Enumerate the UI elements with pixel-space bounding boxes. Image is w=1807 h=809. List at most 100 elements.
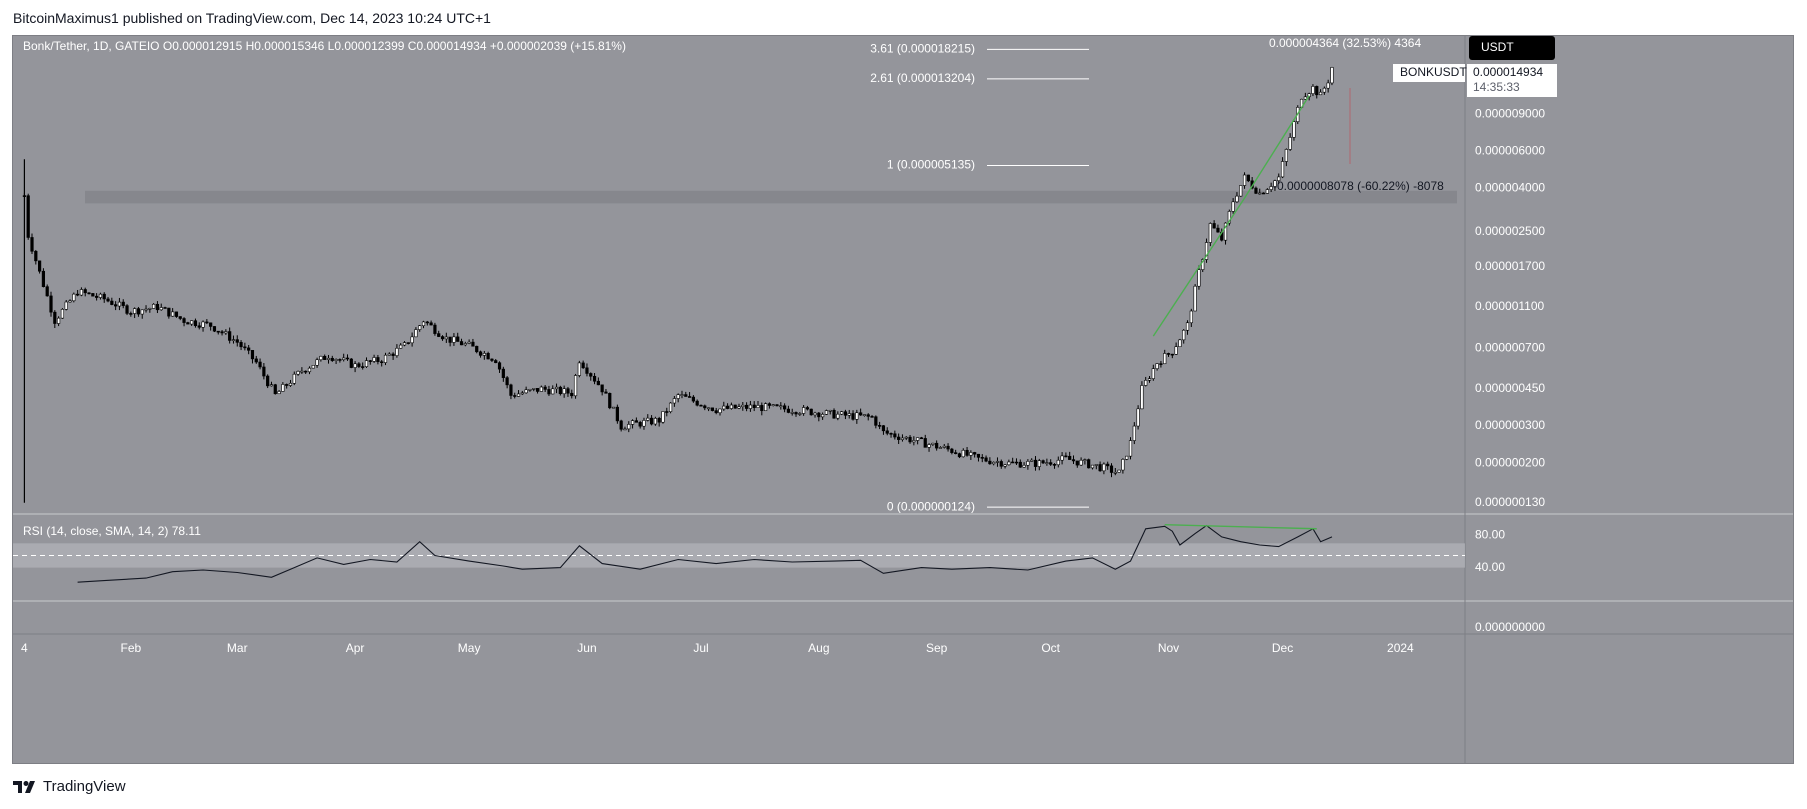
candle-body	[1318, 91, 1323, 96]
candle-body	[178, 316, 182, 319]
candle-body	[231, 339, 236, 341]
candle-body	[509, 384, 513, 396]
candle-body	[786, 408, 791, 413]
candle-body	[1315, 86, 1319, 96]
candle-body	[1132, 425, 1136, 441]
time-tick-label: Jun	[577, 641, 596, 655]
candle-body	[821, 414, 825, 418]
candle-body	[79, 289, 84, 296]
price-tick-label: 0.000000700	[1475, 341, 1545, 355]
footer-brand[interactable]: TradingView	[43, 778, 126, 795]
candle-body	[992, 461, 996, 465]
candle-body	[91, 293, 95, 297]
candle-body	[463, 343, 467, 346]
candle-body	[414, 329, 418, 338]
candle-body	[893, 433, 897, 438]
candle-body	[866, 414, 870, 417]
legend-change: +0.000002039 (+15.81%)	[490, 39, 626, 53]
candle-body	[209, 322, 213, 327]
candle-body	[1284, 149, 1288, 162]
candle-body	[1269, 186, 1273, 190]
candle-body	[95, 295, 99, 298]
candle-body	[847, 413, 851, 416]
rsi-tick-label: 80.00	[1475, 527, 1505, 541]
candle-body	[638, 422, 642, 427]
candle-body	[874, 416, 878, 426]
candle-body	[505, 377, 509, 386]
candle-body	[186, 322, 190, 325]
candle-body	[433, 324, 437, 334]
candle-body	[133, 308, 137, 314]
candle-body	[798, 413, 802, 415]
candle-body	[68, 300, 72, 303]
chart-canvas[interactable]: 3.61 (0.000018215) 2.61 (0.000013204) 1 (0…	[13, 36, 1793, 763]
time-tick-label: 2024	[1387, 641, 1414, 655]
candle-body	[471, 341, 475, 347]
candle-body	[1204, 242, 1209, 260]
candle-body	[1033, 459, 1038, 467]
candle-body	[57, 317, 61, 324]
candle-body	[300, 370, 304, 373]
candle-body	[581, 362, 585, 369]
candle-body	[1007, 461, 1011, 466]
candle-body	[353, 363, 357, 368]
candle-body	[1140, 385, 1144, 410]
candle-body	[767, 403, 772, 406]
candle-body	[296, 371, 300, 375]
candle-body	[490, 358, 494, 361]
candle-body	[661, 411, 665, 423]
price-tick-label: 0.000000450	[1475, 381, 1545, 395]
candle-body	[1197, 269, 1201, 287]
candle-body	[802, 407, 806, 414]
currency-badge[interactable]	[1469, 36, 1555, 60]
candle-body	[1083, 459, 1087, 461]
candle-body	[771, 404, 775, 406]
candle-body	[566, 388, 570, 394]
candle-body	[475, 345, 479, 353]
candle-body	[53, 311, 57, 324]
time-tick-label: Aug	[808, 641, 829, 655]
candle-body	[668, 402, 673, 412]
candle-body	[285, 384, 289, 386]
candle-body	[1075, 460, 1079, 466]
candle-body	[619, 420, 623, 430]
tradingview-logo-icon[interactable]	[13, 780, 37, 793]
candle-body	[342, 357, 346, 360]
candle-body	[1121, 459, 1125, 471]
candle-body	[1326, 82, 1330, 89]
candle-body	[1045, 462, 1049, 464]
candle-body	[106, 298, 110, 302]
candle-body	[577, 362, 581, 376]
time-tick-label: Feb	[120, 641, 141, 655]
candle-body	[349, 358, 353, 368]
candle-body	[357, 363, 361, 367]
candles-group	[22, 66, 1334, 478]
candle-body	[163, 307, 167, 309]
candle-body	[125, 305, 129, 314]
candle-body	[1193, 285, 1197, 312]
measure-label-upper: 0.000004364 (32.53%) 4364	[1269, 36, 1421, 50]
candle-body	[34, 250, 38, 262]
candle-body	[368, 360, 372, 362]
candle-body	[1170, 353, 1174, 356]
rsi-line	[77, 524, 1333, 583]
candle-body	[216, 330, 220, 333]
candle-body	[159, 307, 163, 311]
candle-body	[878, 425, 882, 427]
candle-body	[961, 449, 965, 458]
candle-body	[167, 307, 171, 317]
candle-body	[387, 353, 391, 356]
candle-body	[399, 344, 403, 349]
candle-body	[973, 452, 977, 455]
candle-body	[273, 384, 277, 395]
candle-body	[1030, 459, 1034, 462]
currency-label: USDT	[1481, 40, 1514, 54]
legend-high: 0.000015346	[254, 39, 327, 53]
candle-body	[304, 370, 308, 373]
candle-body	[528, 389, 532, 391]
candle-body	[1090, 464, 1095, 469]
candle-body	[380, 361, 384, 364]
candle-body	[988, 460, 992, 465]
legend-o-key: O	[163, 39, 172, 53]
candle-body	[117, 301, 122, 307]
